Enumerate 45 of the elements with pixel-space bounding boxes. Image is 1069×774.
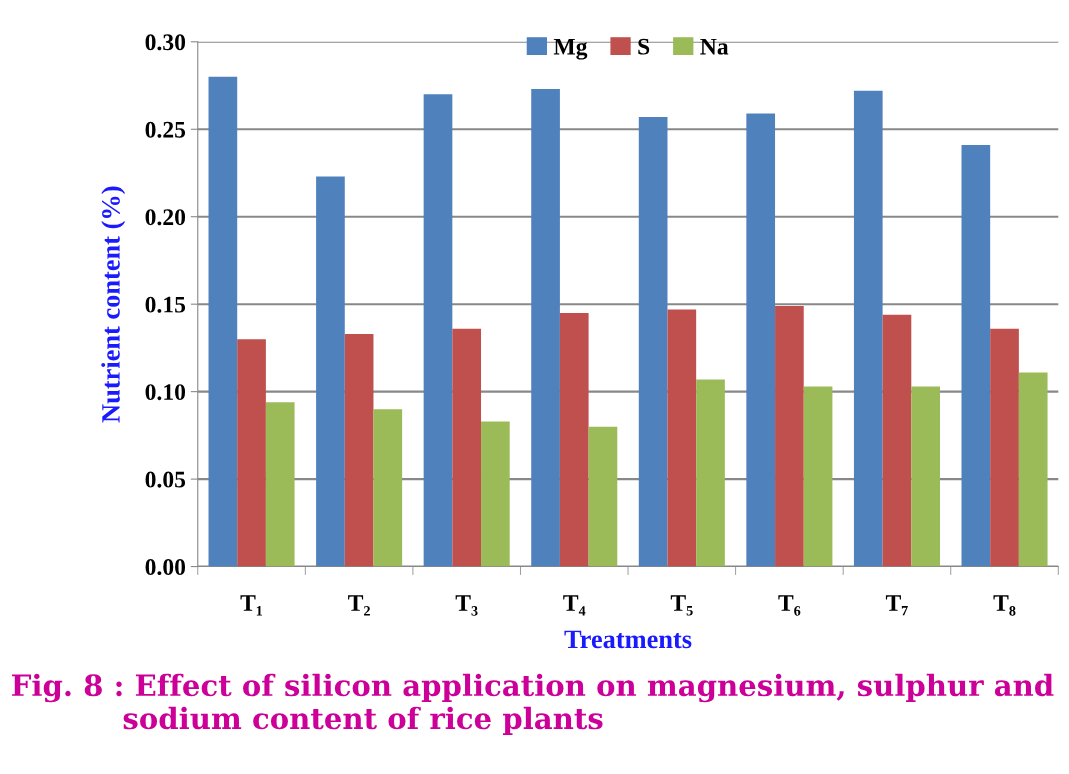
x-tick-label: T₇ bbox=[885, 595, 908, 616]
bar bbox=[588, 426, 618, 567]
bar bbox=[990, 328, 1019, 567]
bar bbox=[481, 421, 510, 567]
bar bbox=[775, 305, 804, 567]
bar bbox=[882, 314, 912, 567]
x-tick-label: T₁ bbox=[240, 595, 263, 616]
bar bbox=[803, 386, 833, 567]
legend-label: S bbox=[638, 38, 650, 55]
legend-label: Na bbox=[700, 38, 729, 55]
x-tick-label: T₃ bbox=[455, 595, 478, 616]
y-tick-label: 0.25 bbox=[145, 121, 186, 138]
bar bbox=[452, 328, 482, 567]
y-tick-label: 0.10 bbox=[145, 384, 186, 401]
bar bbox=[237, 339, 266, 567]
bar bbox=[316, 176, 345, 567]
bar bbox=[746, 113, 776, 567]
x-tick-label: T₅ bbox=[670, 595, 693, 616]
x-tick-label: T₆ bbox=[778, 595, 801, 616]
x-tick-label: T₈ bbox=[993, 595, 1016, 616]
caption: Fig. 8 : Effect of silicon application on magnesium, sulphur and sodium content of rice plants bbox=[12, 673, 1054, 735]
y-axis-title: Nutrient content (%) bbox=[101, 186, 126, 423]
bar bbox=[638, 117, 668, 567]
bar bbox=[853, 90, 883, 567]
y-tick-label: 0.00 bbox=[145, 559, 186, 576]
y-tick-label: 0.15 bbox=[145, 296, 186, 313]
bar bbox=[961, 145, 991, 567]
bar bbox=[911, 386, 940, 567]
bar bbox=[423, 94, 453, 567]
y-tick-label: 0.30 bbox=[145, 34, 186, 51]
y-tick-label: 0.05 bbox=[145, 471, 186, 488]
y-tick-label: 0.20 bbox=[145, 209, 186, 226]
bar bbox=[559, 312, 589, 567]
x-tick-label: T₂ bbox=[348, 595, 370, 616]
legend-label: Mg bbox=[553, 38, 588, 60]
bar bbox=[667, 309, 697, 567]
bar bbox=[265, 402, 295, 567]
x-tick-label: T₄ bbox=[563, 595, 586, 616]
bar bbox=[696, 379, 725, 567]
bar bbox=[373, 409, 403, 567]
bar bbox=[344, 333, 374, 567]
bar bbox=[531, 89, 560, 567]
bar bbox=[208, 76, 238, 567]
x-axis-title: Treatments bbox=[564, 630, 692, 649]
bar bbox=[1018, 372, 1048, 567]
